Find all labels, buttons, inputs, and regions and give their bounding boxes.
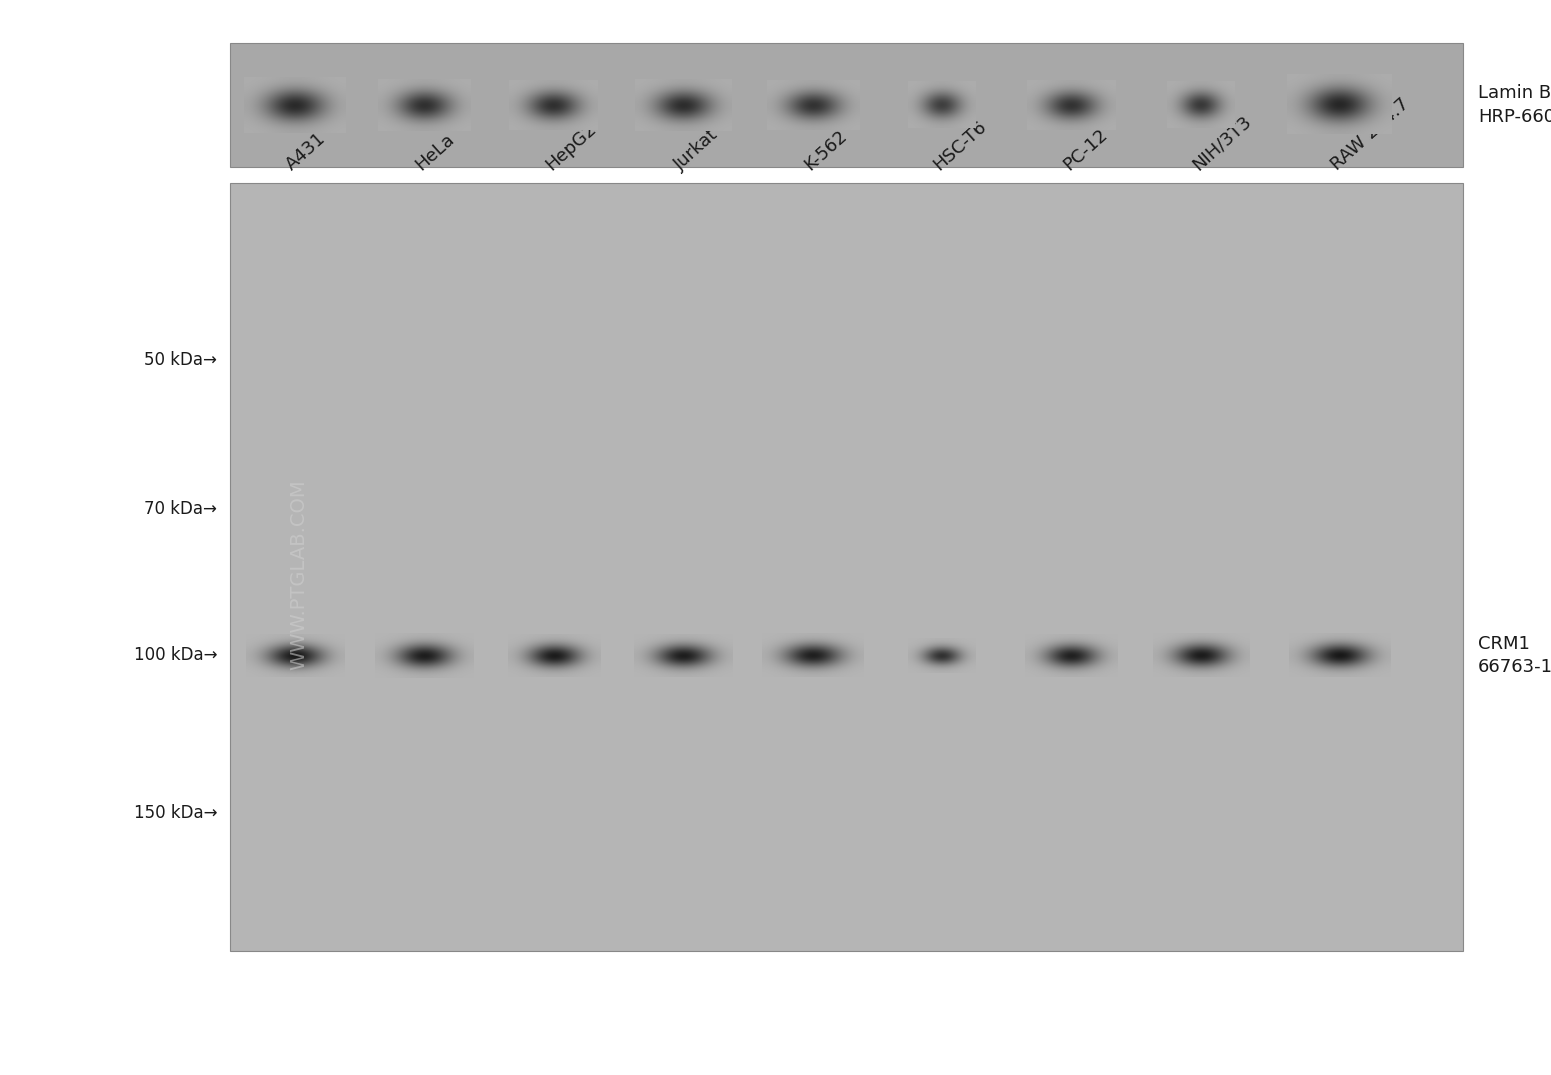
Text: Lamin B1
HRP-66095: Lamin B1 HRP-66095	[1478, 84, 1551, 126]
Text: HeLa: HeLa	[413, 130, 459, 174]
Text: 70 kDa→: 70 kDa→	[144, 501, 217, 518]
Text: RAW 264.7: RAW 264.7	[1328, 95, 1413, 174]
Bar	[230, 183, 1463, 951]
Text: A431: A431	[282, 129, 330, 174]
Text: PC-12: PC-12	[1059, 126, 1111, 174]
Text: WWW.PTGLAB.COM: WWW.PTGLAB.COM	[290, 479, 309, 671]
Text: CRM1
66763-1-Ig: CRM1 66763-1-Ig	[1478, 634, 1551, 676]
Bar	[230, 43, 1463, 167]
Text: 50 kDa→: 50 kDa→	[144, 350, 217, 369]
Text: Jurkat: Jurkat	[672, 126, 723, 174]
Text: HepG2: HepG2	[541, 119, 600, 174]
Text: HSC-T6: HSC-T6	[931, 117, 991, 174]
Text: K-562: K-562	[800, 127, 850, 174]
Text: 150 kDa→: 150 kDa→	[133, 804, 217, 822]
Text: 100 kDa→: 100 kDa→	[133, 646, 217, 664]
Text: NIH/3T3: NIH/3T3	[1190, 112, 1255, 174]
